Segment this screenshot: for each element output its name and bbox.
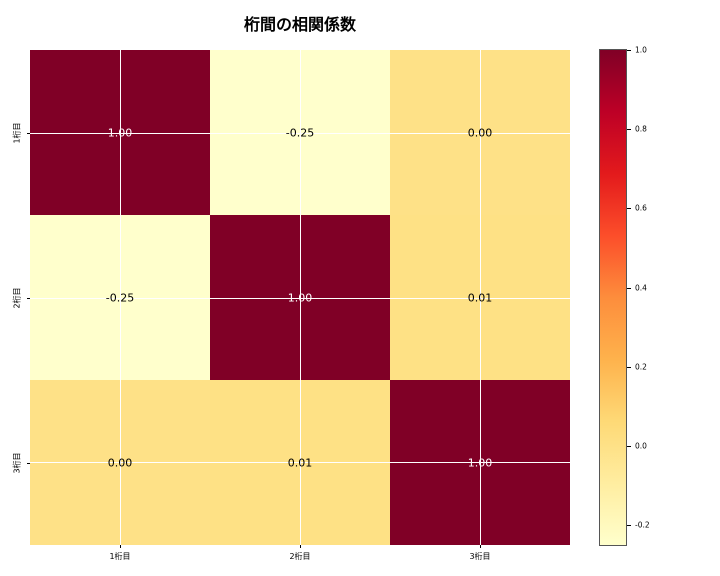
colorbar-tick-label: 0.0 — [635, 441, 647, 451]
cell-value-label: 0.01 — [287, 456, 313, 469]
cell-value-label: 1.00 — [467, 456, 493, 469]
y-axis-tick-label: 1桁目 — [12, 121, 22, 144]
colorbar-tick-label: 0.6 — [635, 203, 647, 213]
colorbar-tick-label: 0.8 — [635, 124, 647, 134]
x-axis-tick-label: 2桁目 — [289, 552, 311, 561]
x-axis-tick-mark — [120, 545, 121, 548]
colorbar-tick-label: 1.0 — [635, 45, 647, 55]
gridline-vertical — [479, 50, 481, 545]
y-axis-tick-label: 2桁目 — [12, 286, 22, 309]
chart-title: 桁間の相関係数 — [243, 15, 356, 34]
cell-value-label: -0.25 — [105, 291, 135, 304]
y-axis-tick-mark — [27, 297, 30, 299]
colorbar-tick-mark — [627, 287, 631, 289]
y-axis-tick-mark — [27, 462, 30, 464]
y-axis-tick-label: 3桁目 — [12, 451, 22, 474]
colorbar-tick-mark — [627, 366, 631, 368]
gridline-horizontal — [30, 462, 570, 464]
x-axis-tick-mark — [480, 545, 481, 548]
colorbar-tick-mark — [627, 129, 631, 131]
colorbar-tick-mark — [627, 208, 631, 210]
gridline-horizontal — [30, 297, 570, 299]
colorbar-tick-mark — [627, 50, 631, 51]
cell-value-label: 0.00 — [467, 126, 493, 139]
y-axis-tick-mark — [27, 132, 30, 134]
colorbar-tick-mark — [627, 525, 631, 527]
x-axis-tick-mark — [300, 545, 301, 548]
x-axis-tick-label: 3桁目 — [469, 552, 491, 561]
colorbar-tick-label: -0.2 — [635, 520, 650, 530]
heatmap-grid: 1.00 -0.25 0.00 -0.25 1.00 0.01 0.00 0.01 1.00 — [30, 50, 570, 545]
x-axis-tick-label: 1桁目 — [109, 552, 131, 561]
colorbar — [599, 49, 627, 546]
cell-value-label: -0.25 — [285, 126, 315, 139]
cell-value-label: 1.00 — [287, 291, 313, 304]
cell-value-label: 0.01 — [467, 291, 493, 304]
colorbar-tick-mark — [627, 446, 631, 447]
colorbar-tick-label: 0.4 — [635, 283, 647, 293]
cell-value-label: 1.00 — [107, 126, 133, 139]
cell-value-label: 0.00 — [107, 456, 133, 469]
colorbar-tick-label: 0.2 — [635, 362, 647, 372]
